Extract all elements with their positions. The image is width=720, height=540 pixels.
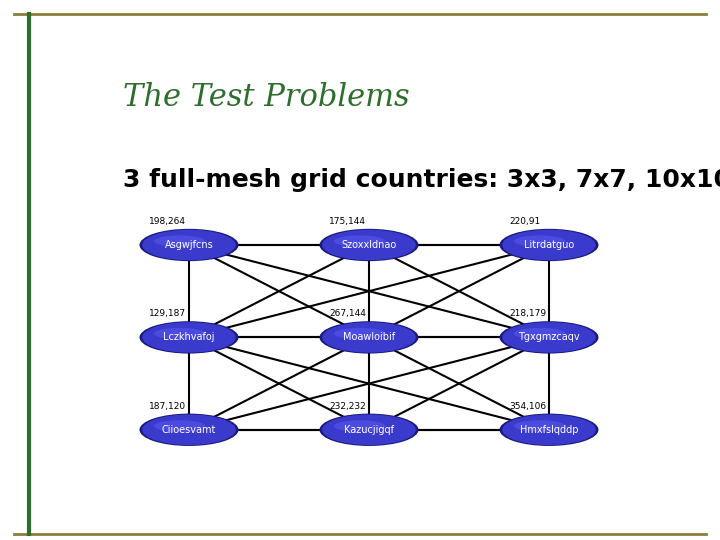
Ellipse shape	[320, 414, 418, 446]
Text: 220,91: 220,91	[509, 217, 541, 226]
Text: 218,179: 218,179	[509, 309, 546, 319]
Text: The Test Problems: The Test Problems	[124, 82, 410, 113]
Text: 198,264: 198,264	[149, 217, 186, 226]
Ellipse shape	[140, 414, 238, 446]
Ellipse shape	[334, 235, 385, 247]
Text: 232,232: 232,232	[329, 402, 366, 411]
Ellipse shape	[154, 420, 205, 431]
Text: Ciioesvamt: Ciioesvamt	[162, 425, 216, 435]
Ellipse shape	[142, 415, 236, 445]
Ellipse shape	[154, 235, 205, 247]
Ellipse shape	[514, 235, 565, 247]
Text: Litrdatguo: Litrdatguo	[524, 240, 574, 250]
Text: 175,144: 175,144	[329, 217, 366, 226]
Text: Szoxxldnao: Szoxxldnao	[341, 240, 397, 250]
Ellipse shape	[514, 420, 565, 431]
Ellipse shape	[142, 230, 236, 260]
Text: Lczkhvafoj: Lczkhvafoj	[163, 333, 215, 342]
Ellipse shape	[503, 415, 596, 445]
Ellipse shape	[320, 321, 418, 354]
Text: Asgwjfcns: Asgwjfcns	[165, 240, 213, 250]
Ellipse shape	[154, 328, 205, 339]
Text: 129,187: 129,187	[149, 309, 186, 319]
Ellipse shape	[142, 322, 236, 353]
Ellipse shape	[500, 414, 598, 446]
Ellipse shape	[323, 230, 416, 260]
Ellipse shape	[334, 328, 385, 339]
Text: Tgxgmzcaqv: Tgxgmzcaqv	[518, 333, 580, 342]
Ellipse shape	[503, 322, 596, 353]
Ellipse shape	[500, 229, 598, 261]
Ellipse shape	[323, 415, 416, 445]
Text: Hmxfslqddp: Hmxfslqddp	[520, 425, 578, 435]
Text: 187,120: 187,120	[149, 402, 186, 411]
Text: Kazucjigqf: Kazucjigqf	[344, 425, 394, 435]
Text: 3 full-mesh grid countries: 3x3, 7x7, 10x10: 3 full-mesh grid countries: 3x3, 7x7, 10…	[124, 168, 720, 192]
Ellipse shape	[323, 322, 416, 353]
Ellipse shape	[140, 229, 238, 261]
Text: 354,106: 354,106	[509, 402, 546, 411]
Text: Moawloibif: Moawloibif	[343, 333, 395, 342]
Ellipse shape	[334, 420, 385, 431]
Ellipse shape	[320, 229, 418, 261]
Ellipse shape	[140, 321, 238, 354]
Ellipse shape	[500, 321, 598, 354]
Text: 267,144: 267,144	[329, 309, 366, 319]
Ellipse shape	[514, 328, 565, 339]
Ellipse shape	[503, 230, 596, 260]
